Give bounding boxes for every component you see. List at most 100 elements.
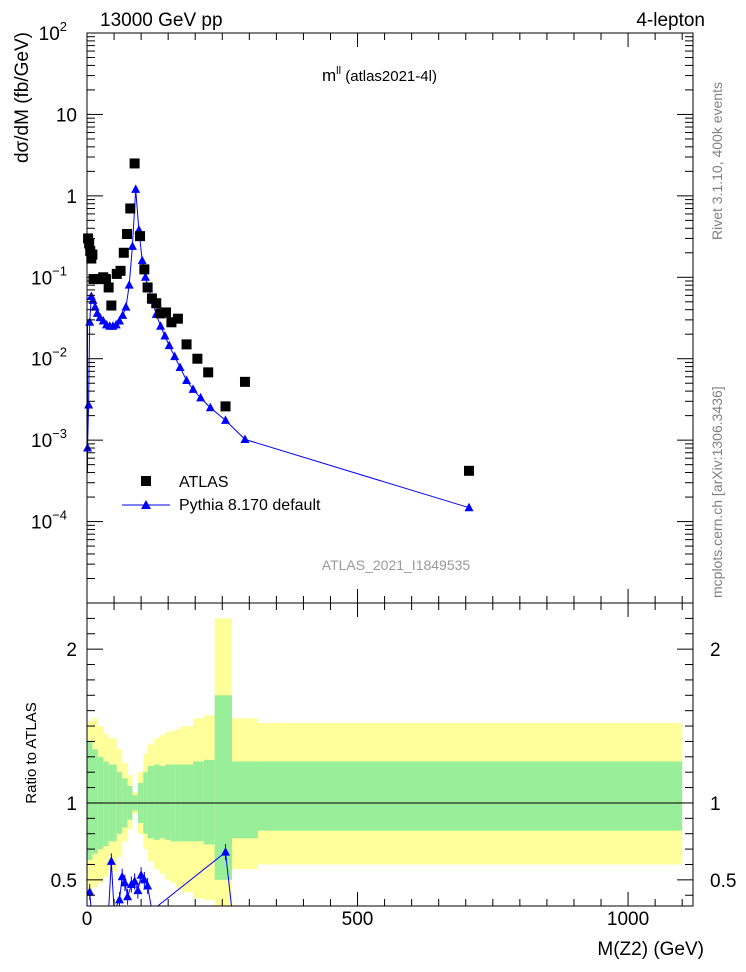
ratio-y-tick-label-left: 0.5 bbox=[51, 871, 77, 892]
atlas-point bbox=[220, 401, 231, 412]
analysis-watermark: ATLAS_2021_I1849535 bbox=[322, 557, 471, 573]
ratio-tick-labels: 2 21 10.5 0.50 500 1000 bbox=[51, 640, 737, 930]
main-plot-marks bbox=[83, 158, 474, 512]
main-y-tick-label: 10−2 bbox=[31, 345, 67, 371]
pythia-point bbox=[84, 400, 94, 409]
atlas-point bbox=[129, 158, 140, 169]
atlas-point bbox=[125, 203, 136, 214]
stat-uncertainty-band bbox=[193, 761, 204, 842]
ratio-panel-frame bbox=[86, 602, 694, 907]
pythia-point bbox=[160, 331, 170, 340]
atlas-point bbox=[87, 249, 98, 260]
ratio-panel: 2 21 10.5 0.50 500 1000 Ratio to ATLAS M(Z2) … bbox=[23, 602, 737, 960]
pythia-point bbox=[90, 302, 100, 311]
stat-uncertainty-band bbox=[147, 766, 155, 839]
pythia-point bbox=[118, 310, 128, 319]
ratio-point bbox=[106, 856, 116, 865]
atlas-point bbox=[84, 238, 95, 249]
main-y-axis-title: dσ/dM (fb/GeV) bbox=[12, 32, 33, 163]
atlas-point bbox=[160, 307, 171, 318]
x-tick-label: 1000 bbox=[607, 909, 649, 930]
legend-label-atlas: ATLAS bbox=[179, 474, 229, 491]
atlas-point bbox=[135, 231, 146, 242]
pythia-point bbox=[156, 321, 166, 330]
atlas-point bbox=[166, 317, 177, 328]
pythia-point bbox=[175, 362, 185, 372]
ratio-point bbox=[123, 891, 133, 901]
pythia-point bbox=[83, 443, 93, 452]
process-label: 4-lepton bbox=[636, 10, 705, 31]
stat-uncertainty-band bbox=[203, 759, 215, 845]
stat-uncertainty-band bbox=[232, 761, 258, 839]
ratio-uncertainty-bands bbox=[87, 618, 683, 906]
atlas-point bbox=[106, 300, 117, 311]
ratio-y-tick-label-left: 2 bbox=[66, 640, 77, 661]
main-panel: 102 10 1 10−1 10−2 10−3 10−4 dσ/dM (fb/GeV) ml… bbox=[12, 19, 694, 604]
atlas-point bbox=[203, 367, 214, 378]
energy-label: 13000 GeV pp bbox=[100, 10, 223, 31]
legend-marker-atlas bbox=[141, 476, 151, 486]
main-y-tick-label: 10−1 bbox=[31, 263, 67, 289]
x-tick-label: 500 bbox=[342, 909, 374, 930]
atlas-point bbox=[100, 274, 111, 285]
stat-uncertainty-band bbox=[154, 764, 160, 840]
atlas-point bbox=[92, 274, 103, 285]
atlas-point bbox=[172, 313, 183, 324]
pythia-point bbox=[114, 316, 124, 325]
main-y-tick-label: 10−4 bbox=[31, 508, 67, 534]
mcplots-label: mcplots.cern.ch [arXiv:1306.3436] bbox=[709, 386, 725, 598]
rivet-label: Rivet 3.1.10, 400k events bbox=[709, 82, 725, 240]
main-y-tick-label: 10−3 bbox=[31, 426, 67, 452]
legend-marker-pythia bbox=[141, 500, 151, 509]
ratio-y-axis-title: Ratio to ATLAS bbox=[23, 702, 40, 803]
stat-uncertainty-band bbox=[103, 761, 109, 847]
pythia-point bbox=[124, 280, 134, 289]
stat-uncertainty-band bbox=[214, 695, 233, 880]
ratio-plot-marks bbox=[87, 844, 232, 906]
pythia-point bbox=[196, 392, 206, 402]
ratio-point bbox=[114, 894, 124, 904]
pythia-point bbox=[137, 255, 147, 265]
atlas-point bbox=[239, 376, 250, 387]
pythia-point bbox=[121, 302, 131, 311]
main-y-tick-label: 1 bbox=[66, 187, 77, 208]
pythia-point bbox=[464, 502, 474, 512]
ratio-axis-ticks bbox=[86, 603, 693, 906]
ratio-y-tick-label-right: 1 bbox=[710, 794, 721, 815]
ratio-point bbox=[139, 874, 149, 884]
x-axis-title: M(Z2) (GeV) bbox=[597, 939, 704, 960]
pythia-point bbox=[205, 402, 215, 412]
x-tick-label: 0 bbox=[82, 909, 93, 930]
pythia-point bbox=[127, 241, 137, 250]
main-axis-ticks bbox=[86, 33, 693, 604]
ratio-y-tick-label-right: 2 bbox=[710, 640, 721, 661]
pythia-point bbox=[140, 272, 150, 281]
main-y-tick-label: 10 bbox=[56, 105, 77, 126]
ratio-point bbox=[133, 885, 143, 895]
pythia-point bbox=[170, 351, 180, 361]
atlas-point bbox=[151, 298, 162, 309]
atlas-point bbox=[181, 339, 192, 350]
atlas-point bbox=[139, 264, 150, 275]
stat-uncertainty-band bbox=[164, 764, 171, 840]
main-y-tick-labels: 102 10 1 10−1 10−2 10−3 10−4 bbox=[31, 19, 77, 534]
stat-uncertainty-band bbox=[87, 741, 93, 860]
stat-uncertainty-band bbox=[257, 761, 683, 831]
stat-uncertainty-band bbox=[92, 749, 98, 854]
atlas-point bbox=[192, 353, 203, 364]
plot-title: mll (atlas2021-4l) bbox=[322, 65, 437, 85]
atlas-point bbox=[142, 282, 153, 293]
legend-label-pythia: Pythia 8.170 default bbox=[179, 497, 321, 514]
pythia-point bbox=[182, 375, 192, 385]
atlas-point bbox=[103, 282, 114, 293]
ratio-point bbox=[143, 881, 153, 890]
pythia-point bbox=[221, 415, 231, 424]
pythia-point bbox=[164, 340, 174, 350]
atlas-point bbox=[155, 308, 166, 319]
atlas-point bbox=[122, 229, 133, 240]
main-y-tick-label: 102 bbox=[39, 19, 67, 45]
atlas-point bbox=[115, 265, 126, 276]
atlas-point bbox=[463, 465, 474, 476]
